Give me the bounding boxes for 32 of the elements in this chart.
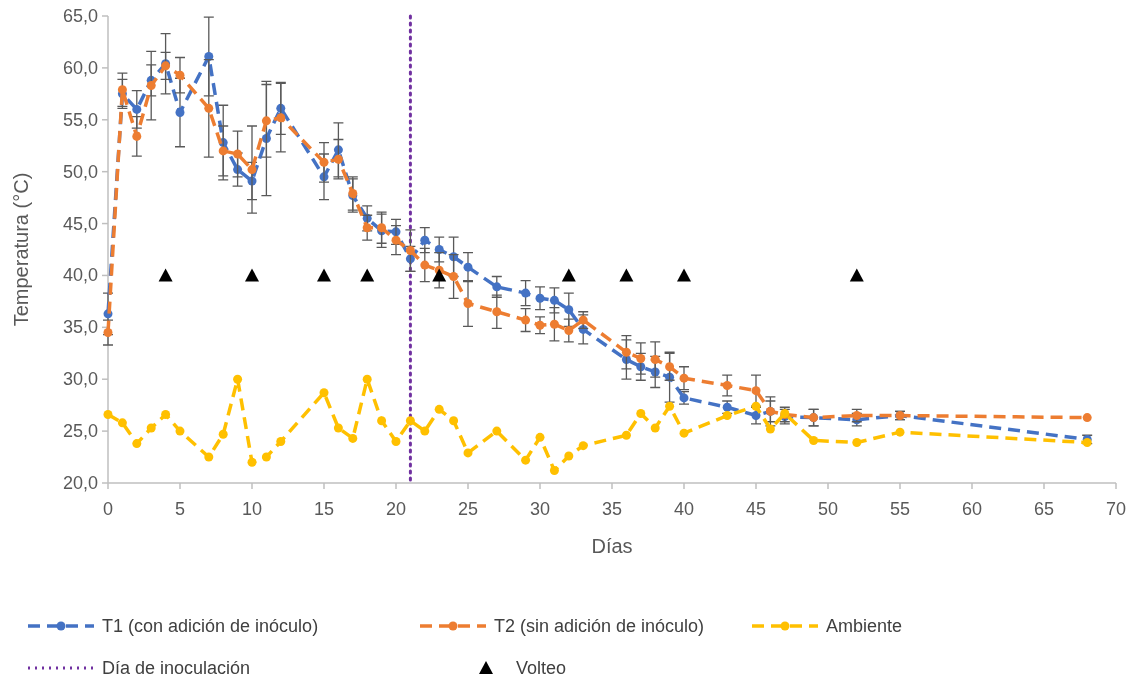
y-tick-label: 40,0 [62, 265, 98, 286]
x-tick-label: 5 [174, 499, 186, 519]
x-tick-label: 45 [745, 499, 767, 519]
legend-label: Volteo [516, 658, 567, 678]
x-tick-label: 35 [601, 499, 623, 519]
y-tick-label: 65,0 [62, 6, 98, 26]
x-tick-label: 40 [673, 499, 695, 519]
x-tick-label: 50 [817, 499, 839, 519]
y-tick-label: 25,0 [62, 421, 98, 442]
x-tick-label: 25 [457, 499, 479, 519]
x-tick-label: 10 [241, 499, 263, 519]
x-tick-label: 65 [1033, 499, 1055, 519]
x-tick-label: 15 [313, 499, 335, 519]
y-tick-label: 30,0 [62, 369, 98, 390]
y-tick-label: 20,0 [62, 473, 98, 493]
y-tick-label: 45,0 [62, 213, 98, 234]
x-tick-label: 55 [889, 499, 911, 519]
y-tick-label: 35,0 [62, 317, 98, 338]
x-tick-label: 60 [961, 499, 983, 519]
x-tick-label: 70 [1105, 499, 1127, 519]
x-tick-label: 20 [385, 499, 407, 519]
y-axis-title: Temperatura (°C) [10, 172, 32, 327]
legend-label: T1 (con adición de inóculo) [102, 616, 319, 636]
x-tick-label: 0 [102, 499, 114, 519]
y-tick-label: 50,0 [62, 161, 98, 182]
legend-label: Día de inoculación [102, 658, 251, 678]
x-tick-label: 30 [529, 499, 551, 519]
y-tick-label: 55,0 [62, 109, 98, 130]
y-tick-label: 60,0 [62, 57, 98, 78]
legend-label: T2 (sin adición de inóculo) [494, 616, 705, 636]
x-axis-title: Días [591, 535, 633, 557]
legend-label: Ambiente [826, 616, 903, 636]
